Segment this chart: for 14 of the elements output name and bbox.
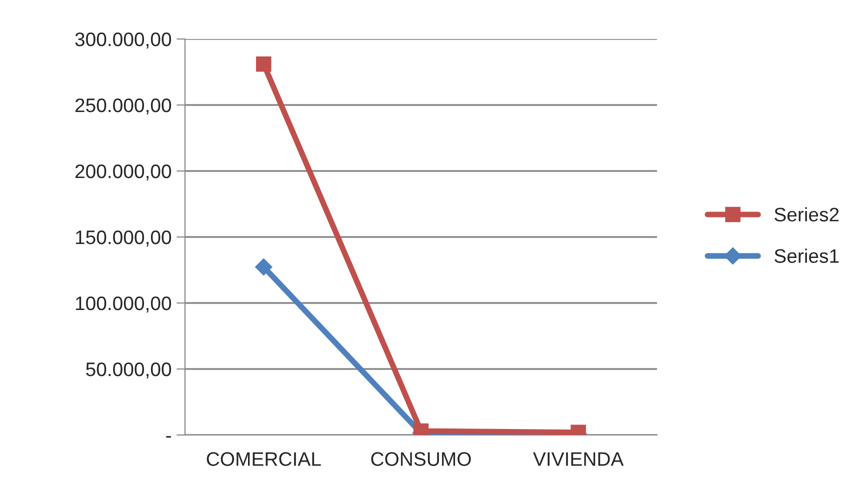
y-tick-label: 300.000,00 — [75, 32, 172, 49]
y-tick-label: 150.000,00 — [76, 230, 172, 247]
x-tick-label: COMERCIAL — [206, 452, 321, 466]
point — [254, 258, 273, 276]
x-tick-label: VIVIENDA — [533, 452, 624, 466]
legend-label: Series2 — [774, 207, 839, 222]
y-tick-label: 250.000,00 — [75, 98, 172, 115]
y-tick-label: 100.000,00 — [76, 296, 172, 313]
point — [256, 56, 272, 72]
x-tick-label: CONSUMO — [371, 452, 471, 466]
y-tick-label: 50.000,00 — [86, 362, 172, 379]
y-tick-label: 200.000,00 — [75, 164, 172, 181]
y-tick-label: - — [166, 436, 171, 438]
legend-label: Series1 — [774, 248, 839, 263]
